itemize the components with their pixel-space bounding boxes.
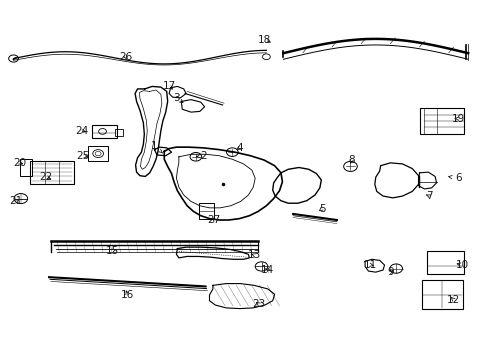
Text: 11: 11	[364, 260, 377, 270]
Text: 20: 20	[13, 158, 26, 168]
Text: 13: 13	[247, 250, 260, 260]
Text: 6: 6	[448, 173, 461, 183]
Text: 23: 23	[252, 299, 265, 309]
Text: 10: 10	[455, 260, 468, 270]
Text: 2: 2	[196, 151, 206, 161]
Text: 21: 21	[9, 197, 22, 206]
Text: 1: 1	[151, 141, 163, 153]
Text: 18: 18	[258, 35, 271, 45]
Text: 25: 25	[76, 151, 89, 161]
Text: 15: 15	[105, 246, 119, 256]
Text: 17: 17	[162, 81, 175, 91]
Text: 26: 26	[119, 52, 132, 62]
Text: 22: 22	[40, 172, 53, 182]
Text: 3: 3	[173, 93, 183, 103]
Text: 8: 8	[347, 156, 354, 165]
Text: 9: 9	[386, 267, 393, 277]
Text: 16: 16	[121, 290, 134, 300]
Text: 24: 24	[75, 126, 88, 136]
Text: 19: 19	[451, 113, 464, 123]
Text: 14: 14	[261, 265, 274, 275]
Text: 5: 5	[318, 203, 325, 213]
Text: 27: 27	[207, 215, 221, 225]
Text: 7: 7	[425, 191, 432, 201]
Bar	[20, 158, 32, 176]
Text: 4: 4	[236, 143, 243, 153]
Text: 12: 12	[446, 295, 459, 305]
